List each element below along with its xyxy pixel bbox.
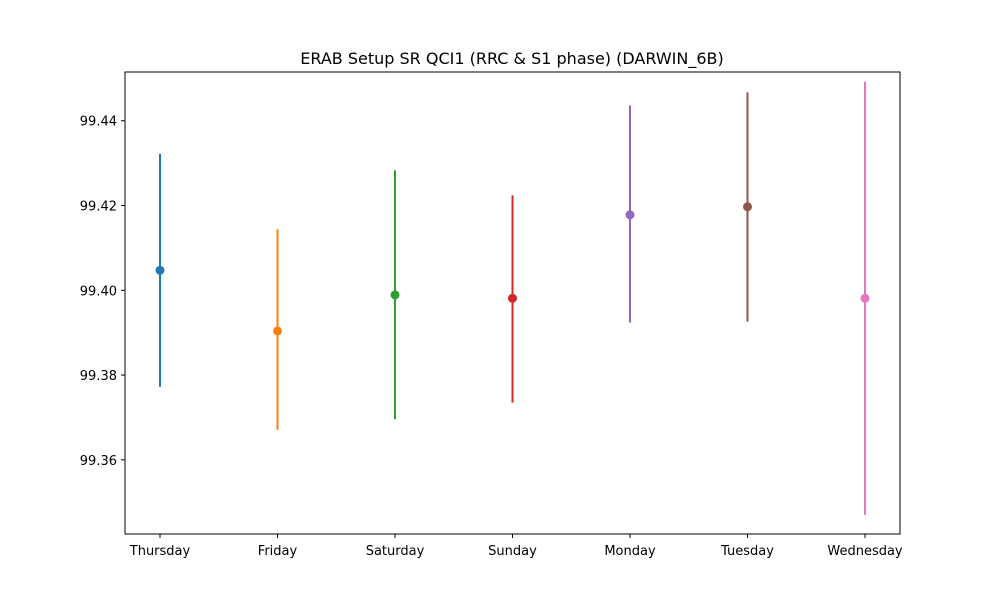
x-tick-label: Friday [258, 544, 298, 559]
y-axis: 99.36 99.38 99.40 99.42 99.44 [80, 115, 125, 469]
y-tick-label: 99.40 [80, 284, 117, 299]
x-tick-label: Monday [604, 544, 656, 559]
data-point [273, 326, 282, 336]
x-tick-label: Tuesday [720, 544, 774, 559]
x-tick-label: Wednesday [827, 544, 903, 559]
data-point [743, 202, 752, 212]
data-point [155, 265, 165, 275]
chart-title: ERAB Setup SR QCI1 (RRC & S1 phase) (DAR… [300, 49, 723, 69]
x-tick-label: Sunday [488, 544, 537, 559]
y-tick-label: 99.36 [80, 454, 117, 469]
data-point [508, 293, 517, 303]
data-point [390, 290, 400, 300]
y-tick-label: 99.38 [80, 369, 117, 384]
data-series [155, 81, 870, 515]
x-tick-label: Thursday [129, 544, 191, 559]
y-tick-label: 99.42 [80, 200, 117, 215]
y-tick-label: 99.44 [80, 115, 117, 130]
x-axis: Thursday Friday Saturday Sunday Monday Tuesda… [129, 534, 903, 559]
x-tick-label: Saturday [366, 544, 425, 559]
data-point [625, 210, 635, 220]
data-point [860, 293, 870, 303]
